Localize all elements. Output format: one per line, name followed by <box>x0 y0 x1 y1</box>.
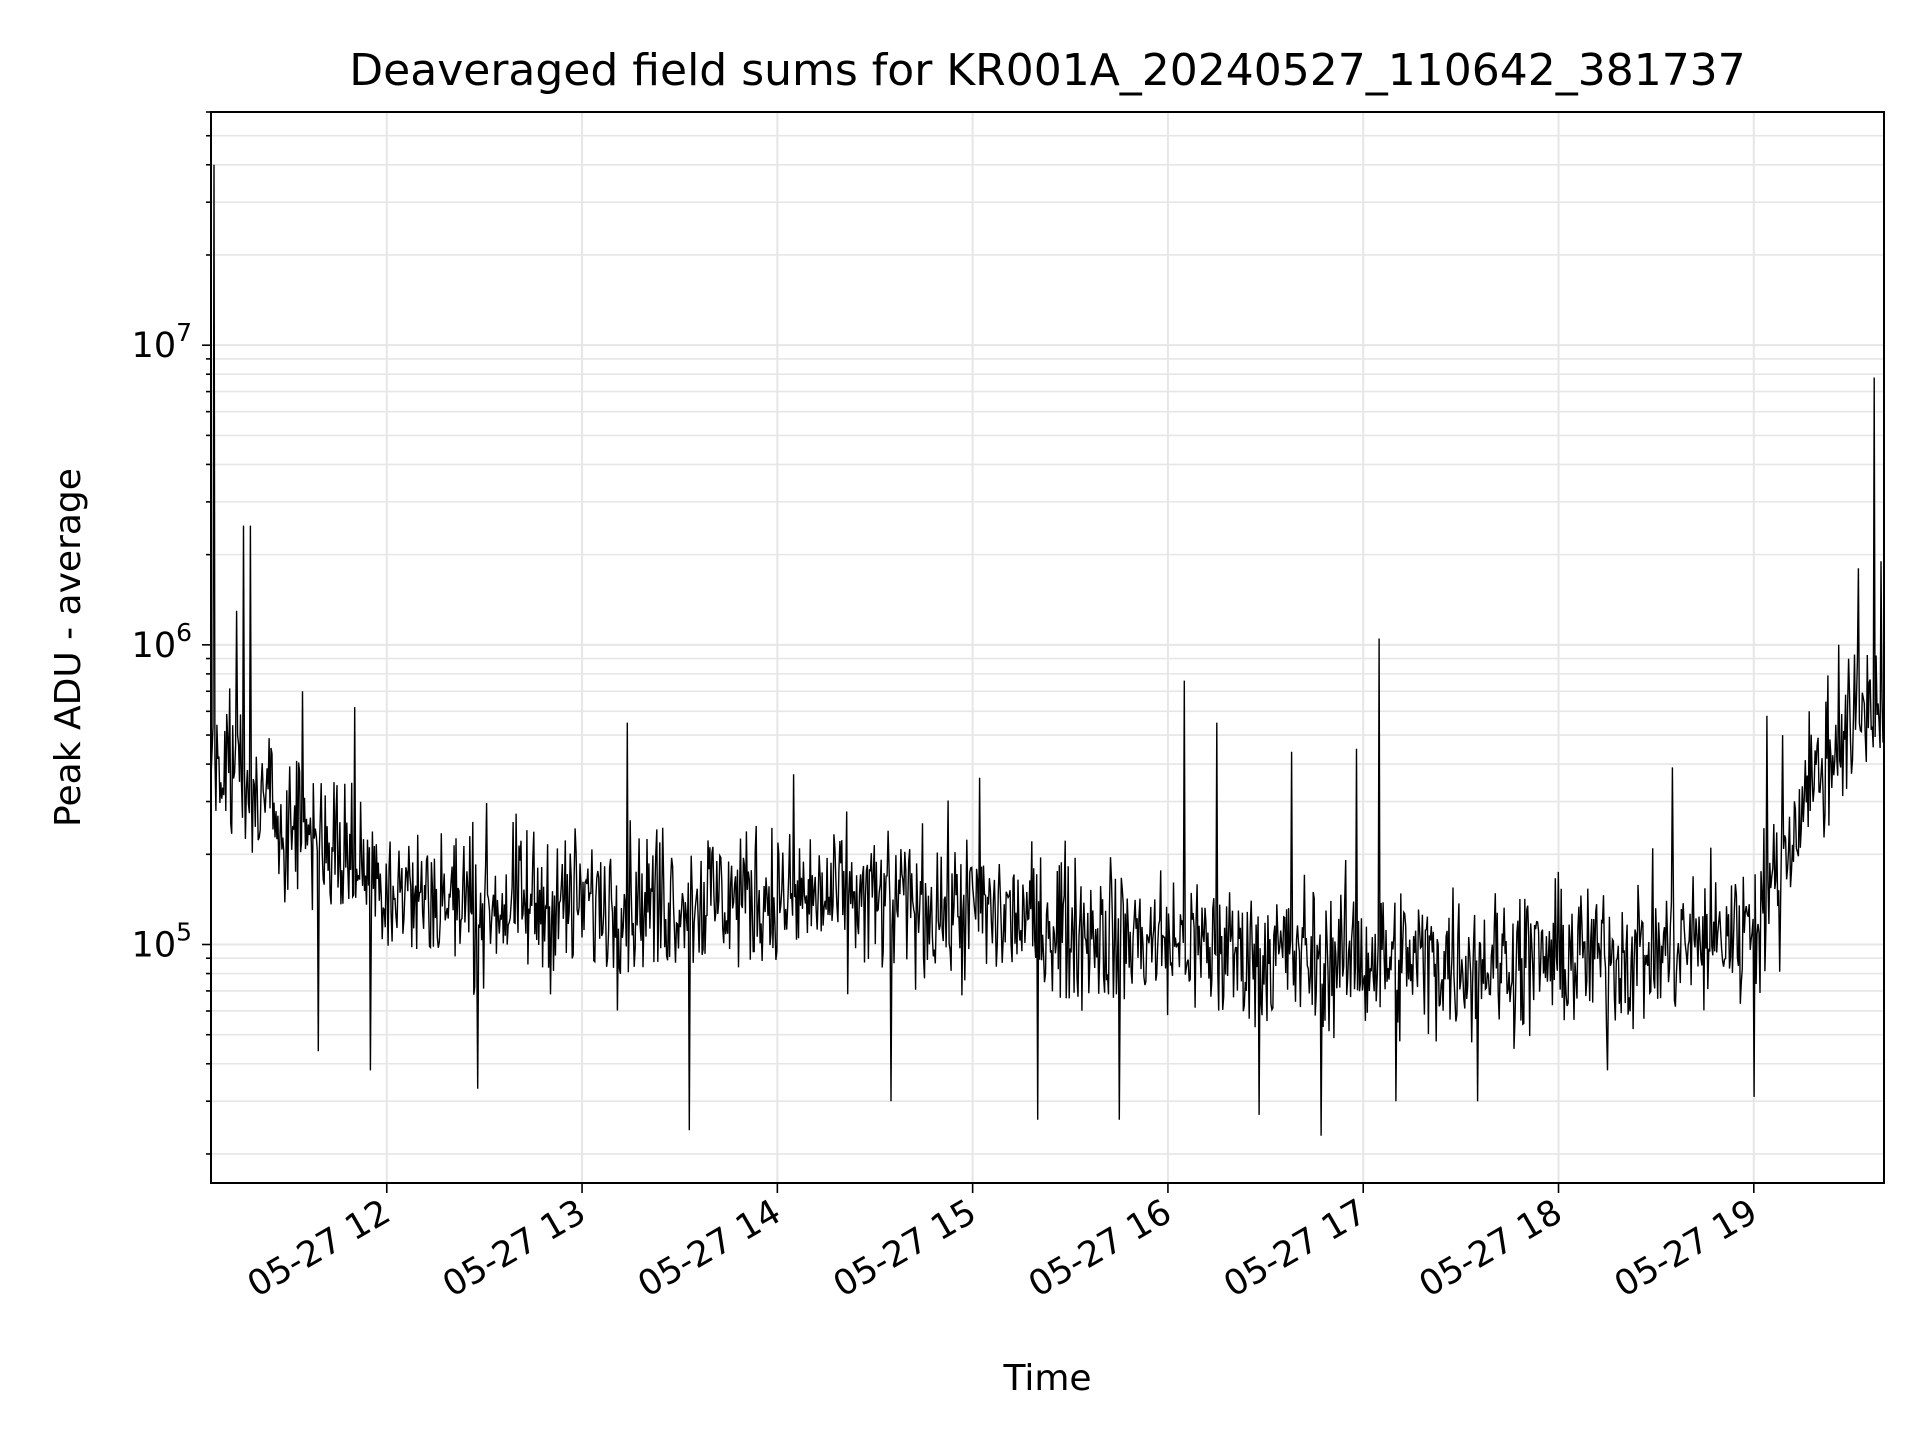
chart-title: Deaveraged field sums for KR001A_2024052… <box>349 45 1745 96</box>
grid <box>211 111 1884 1183</box>
series-line <box>210 164 1885 1136</box>
y-tick-label: 105 <box>132 918 192 966</box>
y-tick-label: 107 <box>132 318 192 366</box>
y-axis-label: Peak ADU - average <box>48 468 89 827</box>
plot-frame <box>210 111 1885 1184</box>
data-series <box>210 164 1885 1136</box>
x-axis-label: Time <box>1002 1358 1091 1399</box>
y-tick-label: 106 <box>132 618 192 666</box>
